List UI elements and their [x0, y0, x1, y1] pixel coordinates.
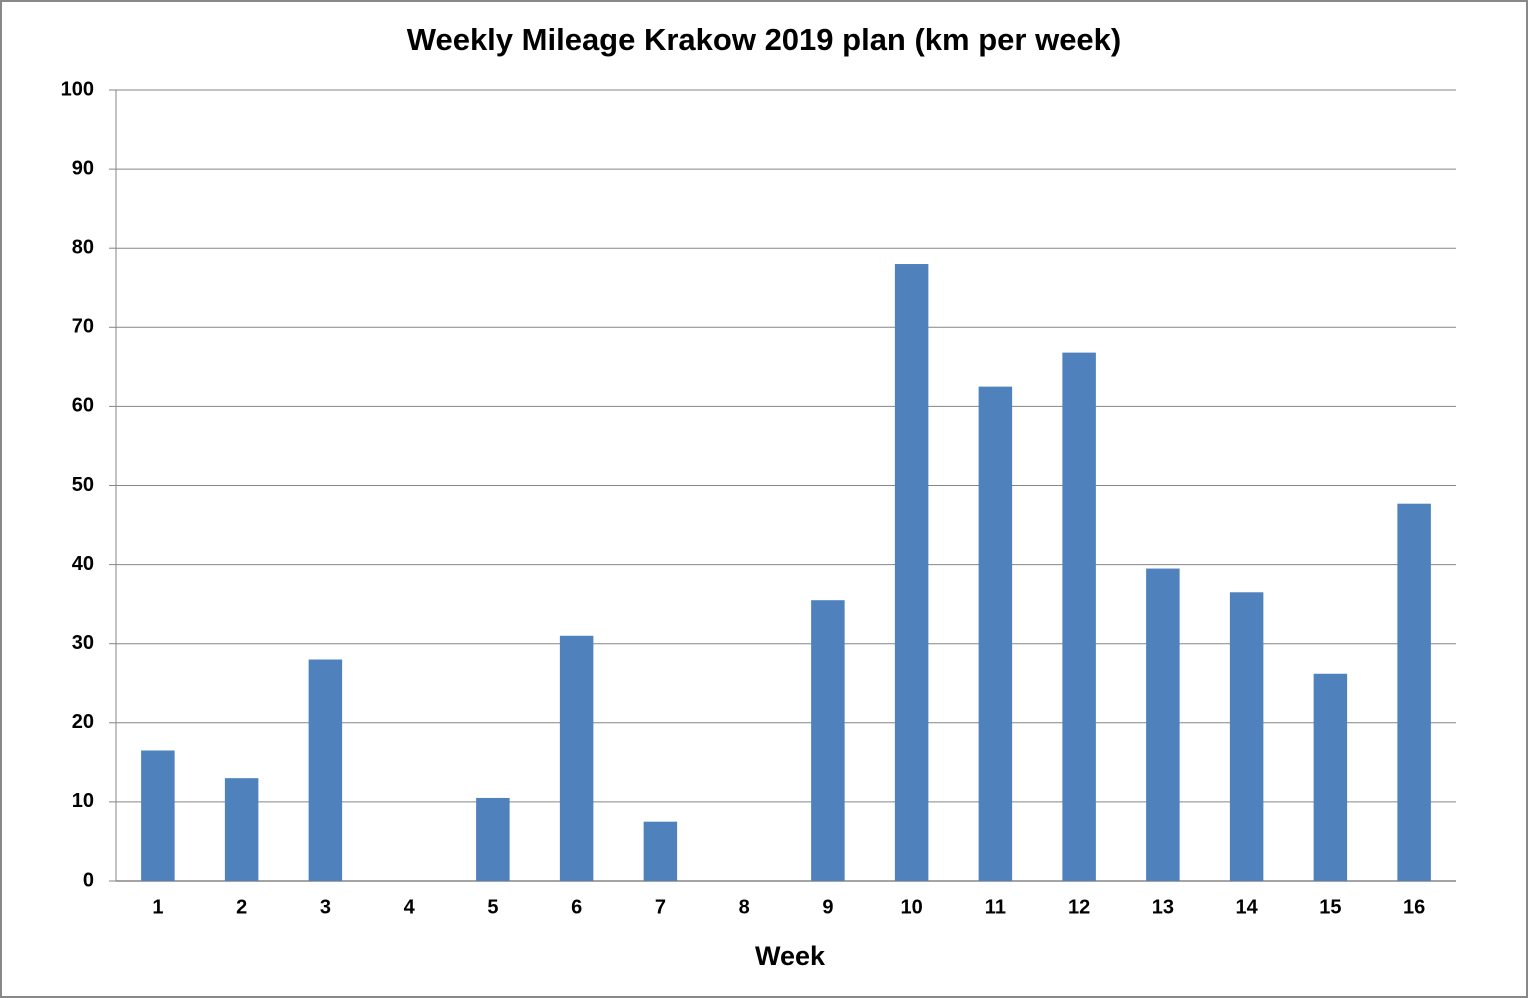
bar: [978, 386, 1013, 881]
x-tick-label: 16: [1403, 896, 1425, 918]
x-tick-label: 7: [655, 896, 666, 918]
bar: [1062, 352, 1096, 881]
y-tick-label: 20: [72, 711, 94, 733]
bar: [811, 600, 845, 881]
x-tick-label: 5: [487, 896, 498, 918]
y-tick-label: 90: [72, 157, 94, 179]
bar: [1229, 592, 1264, 881]
x-axis-label: Week: [755, 941, 826, 971]
x-tick-label: 15: [1319, 896, 1341, 918]
y-tick-label: 30: [72, 632, 94, 654]
y-tick-label: 100: [61, 78, 94, 100]
bar: [1146, 568, 1180, 881]
bar: [308, 659, 343, 881]
x-tick-label: 10: [901, 896, 923, 918]
x-tick-label: 12: [1068, 896, 1090, 918]
y-tick-label: 50: [72, 474, 94, 496]
bar: [1313, 673, 1348, 881]
x-tick-label: 8: [739, 896, 750, 918]
chart-title: Weekly Mileage Krakow 2019 plan (km per …: [407, 22, 1121, 57]
bar: [1397, 503, 1431, 881]
x-tick-label: 6: [571, 896, 582, 918]
bar: [224, 778, 259, 881]
x-tick-label: 4: [404, 896, 416, 918]
y-tick-label: 0: [83, 869, 94, 891]
y-tick-label: 10: [72, 790, 94, 812]
x-tick-label: 11: [985, 896, 1006, 918]
y-tick-label: 40: [72, 553, 94, 575]
y-tick-label: 80: [72, 236, 94, 258]
bar: [894, 264, 929, 881]
x-tick-label: 9: [822, 896, 833, 918]
x-tick-label: 2: [236, 896, 247, 918]
y-tick-label: 60: [72, 395, 94, 417]
x-tick-label: 3: [320, 896, 331, 918]
bar: [559, 635, 594, 881]
x-tick-label: 14: [1236, 896, 1259, 918]
bar: [141, 750, 175, 881]
x-tick-label: 13: [1152, 896, 1174, 918]
bar: [643, 821, 678, 881]
y-tick-label: 70: [72, 316, 94, 338]
x-tick-label: 1: [152, 896, 163, 918]
bar: [476, 797, 510, 881]
